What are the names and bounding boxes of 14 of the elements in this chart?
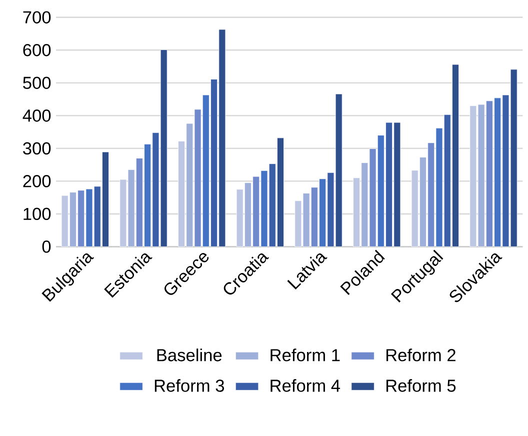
y-tick-label: 400 <box>22 109 51 122</box>
y-tick-label: 300 <box>23 142 51 155</box>
y-tick-label: 700 <box>23 11 51 24</box>
legend-label: Reform 4 <box>270 379 340 392</box>
y-tick-label: 200 <box>23 175 51 188</box>
legend-label: Reform 3 <box>154 379 224 392</box>
y-tick-label: 0 <box>42 240 51 253</box>
legend-label: Reform 1 <box>270 348 340 362</box>
legend-label: Reform 5 <box>386 379 456 392</box>
legend-label: Baseline <box>157 348 222 362</box>
y-tick-label: 500 <box>23 76 51 89</box>
y-tick-label: 100 <box>24 208 51 220</box>
legend-label: Reform 2 <box>386 348 456 362</box>
y-tick-label: 600 <box>23 44 51 56</box>
